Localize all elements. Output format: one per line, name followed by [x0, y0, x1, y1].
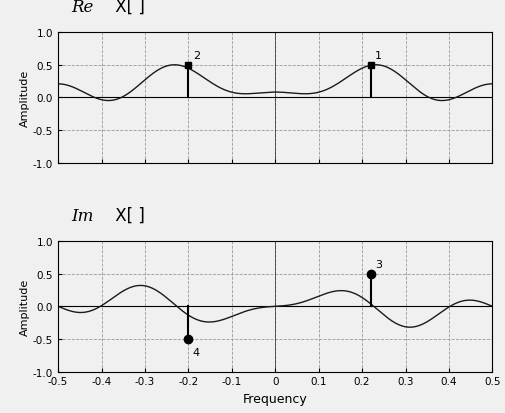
Text: 4: 4	[193, 347, 200, 357]
X-axis label: Frequency: Frequency	[243, 392, 308, 405]
Text: X[ ]: X[ ]	[110, 206, 145, 225]
Text: Re: Re	[71, 0, 93, 16]
Y-axis label: Amplitude: Amplitude	[20, 70, 30, 127]
Text: Im: Im	[71, 208, 93, 225]
Y-axis label: Amplitude: Amplitude	[20, 278, 30, 335]
Text: 1: 1	[375, 51, 382, 61]
Text: 3: 3	[375, 259, 382, 269]
Text: X[ ]: X[ ]	[110, 0, 145, 16]
Text: 2: 2	[193, 51, 200, 61]
